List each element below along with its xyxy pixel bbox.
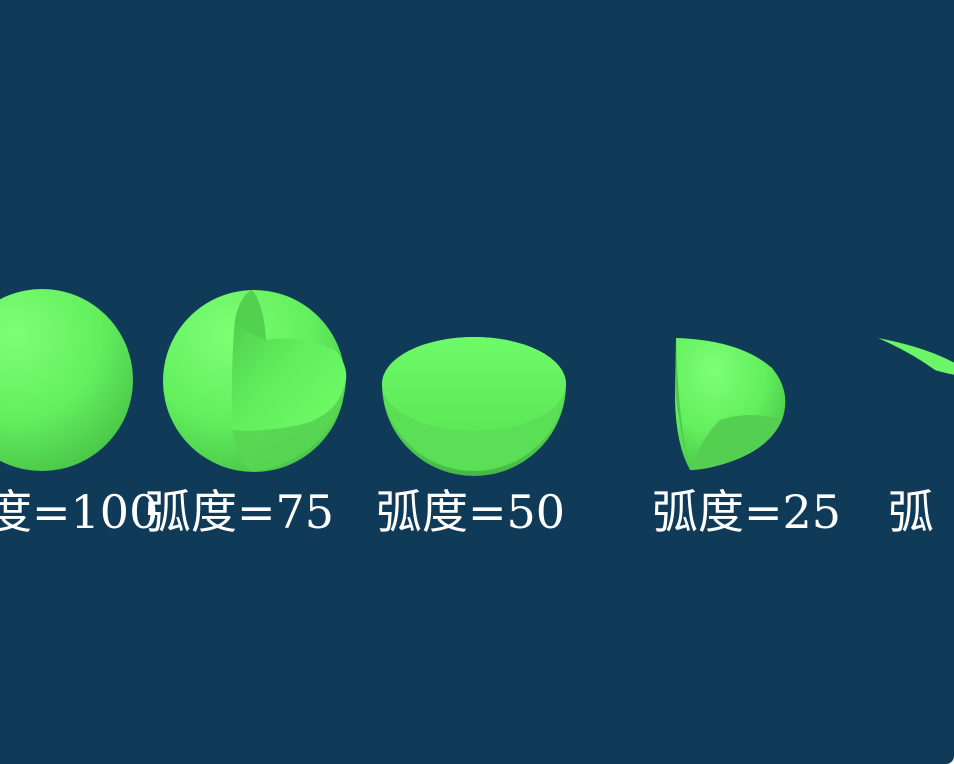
label-arc-25: 弧度=25 — [652, 485, 842, 539]
sphere-75 — [163, 289, 347, 472]
sphere-100 — [0, 289, 133, 471]
label-arc-75: 弧度=75 — [145, 485, 335, 539]
label-arc-partial: 弧 — [888, 485, 934, 539]
sphere-25 — [675, 338, 786, 470]
sphere-50 — [382, 337, 566, 476]
label-arc-50: 弧度=50 — [376, 485, 566, 539]
sphere-partial — [878, 338, 954, 375]
label-arc-100: 度=100 — [0, 485, 159, 539]
